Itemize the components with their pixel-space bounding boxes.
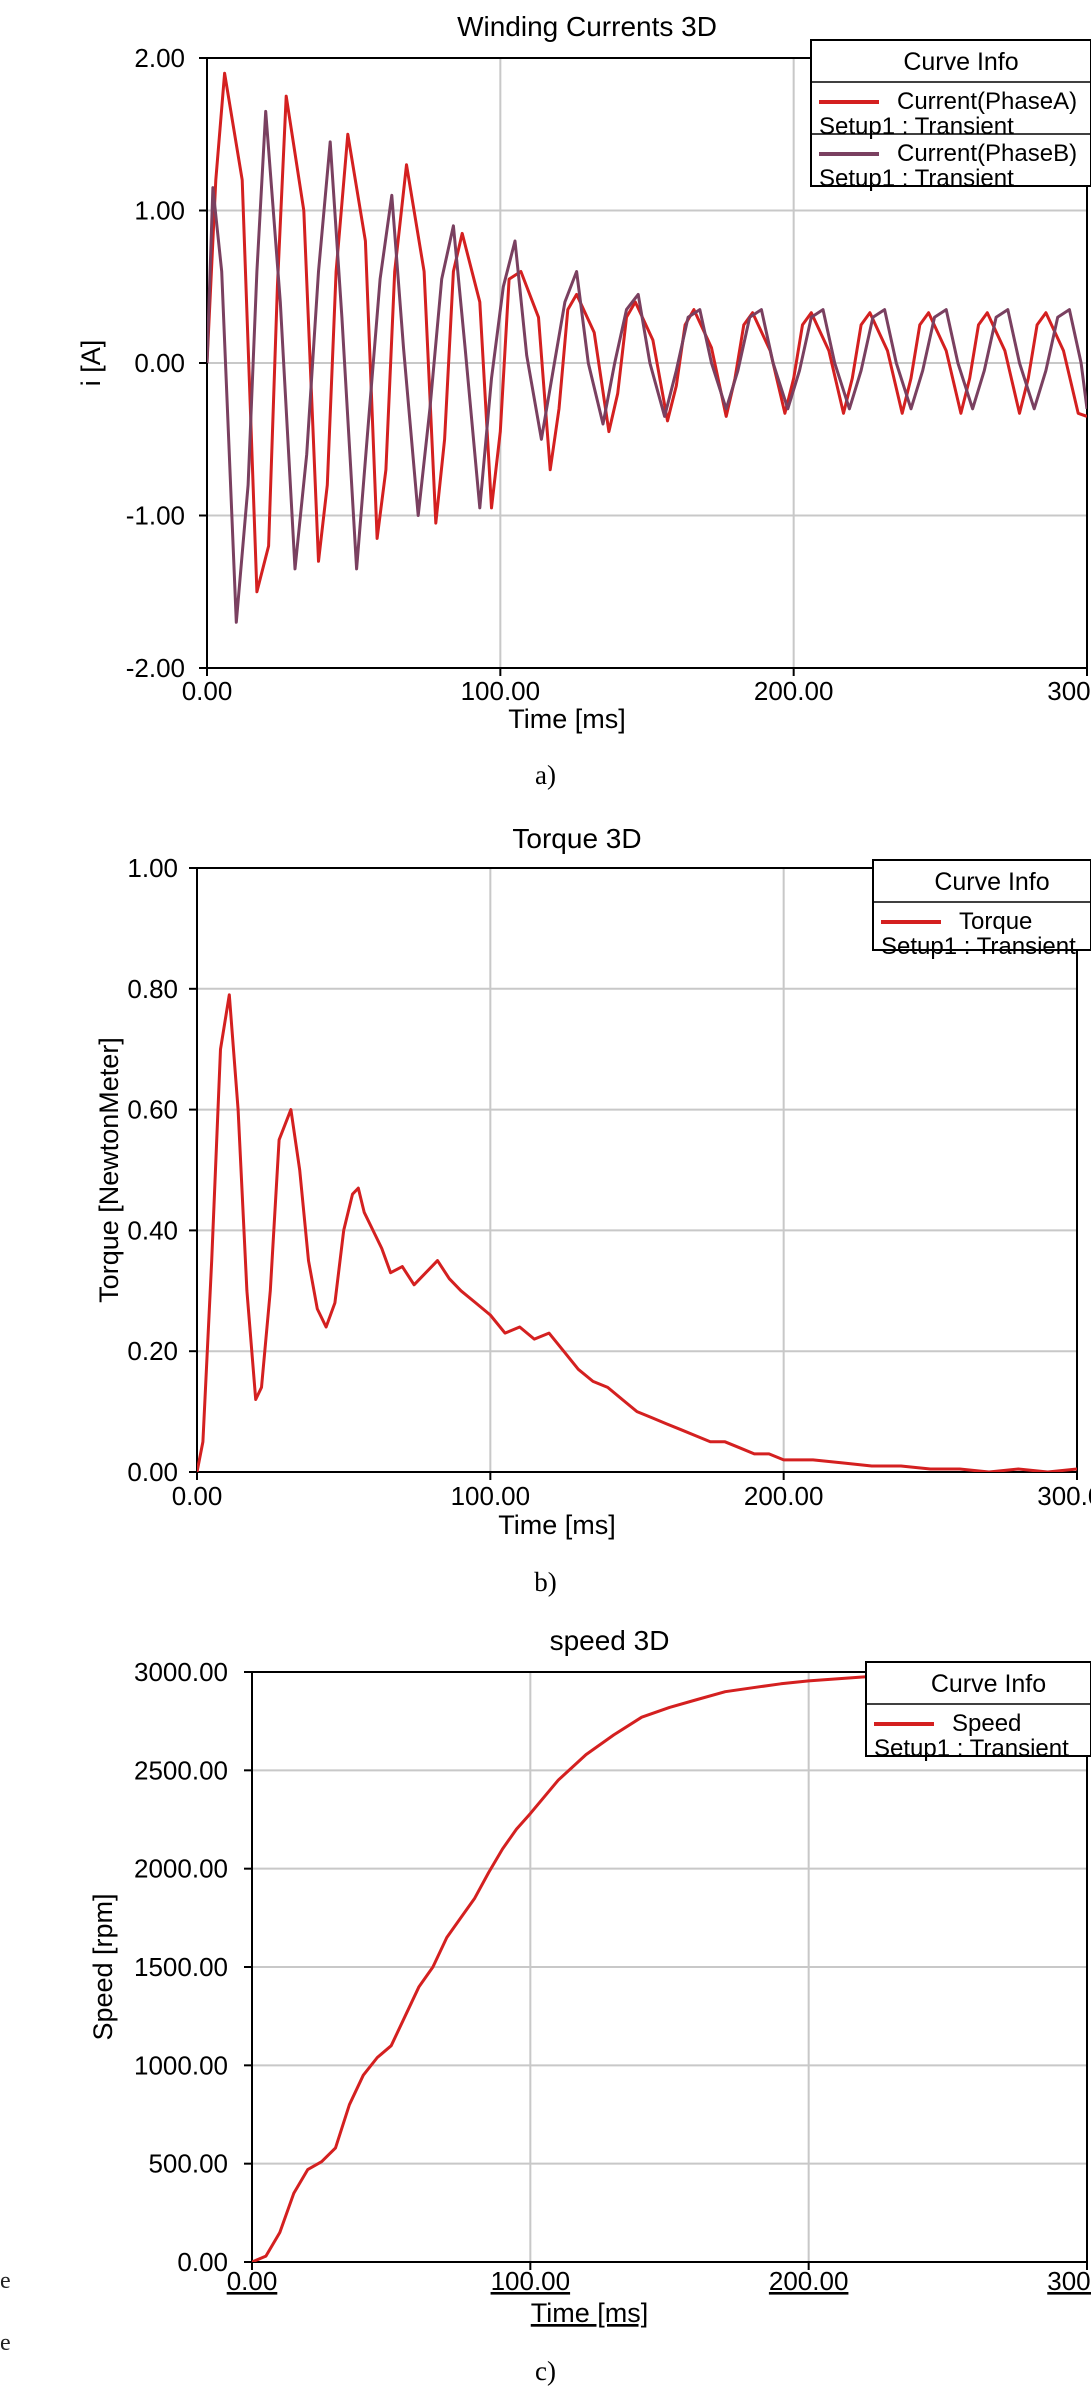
legend-series-name-a-0: Current(PhaseA): [897, 88, 1077, 115]
x-axis-label-b: Time [ms]: [498, 1510, 616, 1540]
chart-svg-b: Torque 3D 0.00 100.00 200.00 300.00 0.00 0.20 0…: [94, 823, 1091, 1540]
series-line-a-1: [207, 109, 1087, 624]
legend-setup-b-0: Setup1 : Transient: [881, 933, 1076, 960]
x-tick-label-a: 300.00: [1047, 676, 1091, 706]
x-tick-label-b: 0.00: [172, 1481, 223, 1511]
x-axis-label-a: Time [ms]: [508, 704, 626, 734]
chart-svg-a: Winding Currents 3D 0.00 100.00 200.00 300.0…: [76, 11, 1091, 734]
chart-title-c: speed 3D: [550, 1625, 670, 1656]
y-tick-label-c: 2000.00: [134, 1854, 228, 1884]
legend-series-name-a-1: Current(PhaseB): [897, 140, 1077, 167]
y-tick-label-a: -1.00: [126, 501, 185, 531]
y-tick-label-b: 0.20: [127, 1336, 178, 1366]
x-tick-label-a: 100.00: [461, 676, 541, 706]
legend-title-a: Curve Info: [903, 48, 1018, 76]
y-tick-label-a: 2.00: [134, 43, 185, 73]
side-letter-2: e: [0, 2330, 11, 2356]
x-tick-label-b: 300.00: [1037, 1481, 1091, 1511]
legend-box-c: [865, 1661, 1091, 1757]
y-tick-label-c: 3000.00: [134, 1657, 228, 1687]
y-tick-label-a: 0.00: [134, 348, 185, 378]
legend-setup-c-0: Setup1 : Transient: [874, 1735, 1069, 1762]
winding-currents-chart: Winding Currents 3D 0.00 100.00 200.00 300.0…: [0, 0, 1091, 790]
caption-a: a): [535, 760, 556, 790]
y-tick-label-b: 0.60: [127, 1095, 178, 1125]
x-tick-label-c: 200.00: [769, 2266, 849, 2296]
plot-frame-b: [196, 867, 1078, 1473]
x-tick-label-b: 100.00: [451, 1481, 531, 1511]
chart-title-a: Winding Currents 3D: [457, 11, 717, 42]
y-axis-label-a: i [A]: [76, 340, 106, 387]
chart-title-b: Torque 3D: [512, 823, 641, 854]
x-tick-label-b: 200.00: [744, 1481, 824, 1511]
y-tick-label-c: 1500.00: [134, 1952, 228, 1982]
legend-series-name-b-0: Torque: [959, 908, 1032, 935]
caption-c: c): [535, 2356, 556, 2386]
legend-title-c: Curve Info: [931, 1670, 1046, 1698]
y-tick-label-a: 1.00: [134, 196, 185, 226]
x-tick-label-c: 300.00: [1047, 2266, 1091, 2296]
y-tick-label-c: 0.00: [177, 2247, 228, 2277]
legend-box-a: [810, 39, 1091, 187]
legend-box-b: [872, 859, 1091, 951]
legend-setup-a-1: Setup1 : Transient: [819, 165, 1014, 192]
x-tick-label-c: 0.00: [227, 2266, 278, 2296]
legend-series-name-c-0: Speed: [952, 1710, 1021, 1737]
legend-title-b: Curve Info: [934, 868, 1049, 896]
y-tick-label-c: 500.00: [148, 2149, 228, 2179]
torque-chart: Torque 3D 0.00 100.00 200.00 300.00 0.00 0.20 0…: [0, 810, 1091, 1570]
y-tick-label-b: 0.00: [127, 1457, 178, 1487]
chart-svg-c: speed 3D 0.00 100.00 200.00 300.00 0.00 500.00…: [88, 1625, 1091, 2328]
y-tick-label-c: 2500.00: [134, 1755, 228, 1785]
x-axis-label-c: Time [ms]: [531, 2298, 649, 2328]
y-tick-label-b: 0.40: [127, 1215, 178, 1245]
speed-chart: speed 3D 0.00 100.00 200.00 300.00 0.00 500.00…: [0, 1620, 1091, 2360]
y-axis-label-b: Torque [NewtonMeter]: [94, 1037, 124, 1303]
x-tick-label-c: 100.00: [491, 2266, 571, 2296]
y-tick-label-b: 1.00: [127, 853, 178, 883]
legend-setup-a-0: Setup1 : Transient: [819, 113, 1014, 140]
y-tick-label-c: 1000.00: [134, 2050, 228, 2080]
x-tick-label-a: 0.00: [182, 676, 233, 706]
x-tick-label-a: 200.00: [754, 676, 834, 706]
y-tick-label-b: 0.80: [127, 974, 178, 1004]
caption-b: b): [534, 1567, 557, 1597]
side-letter-1: e: [0, 2268, 11, 2294]
series-line-b-0: [197, 993, 1077, 1472]
y-tick-label-a: -2.00: [126, 653, 185, 683]
y-axis-label-c: Speed [rpm]: [88, 1893, 118, 2040]
